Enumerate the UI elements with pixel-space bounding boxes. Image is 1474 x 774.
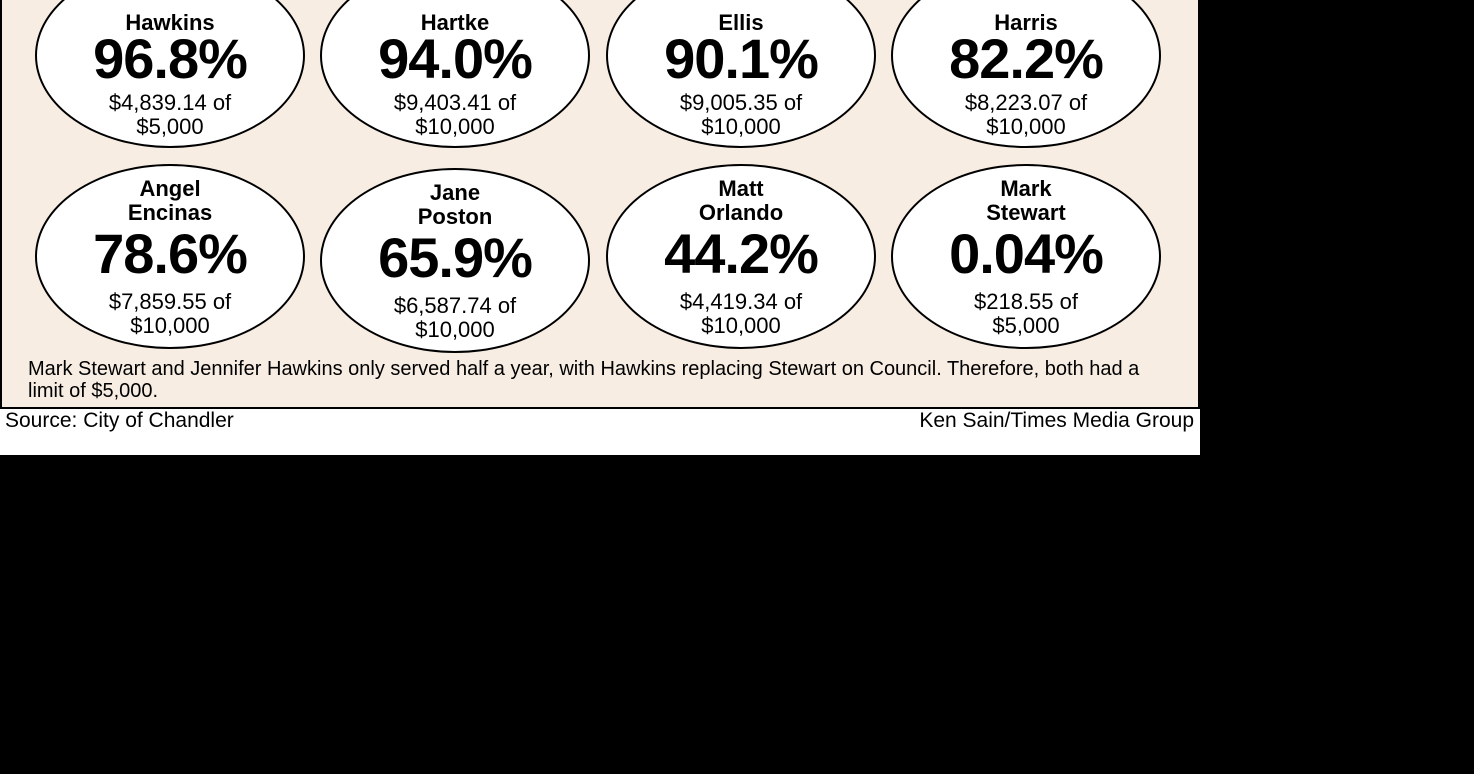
oval-stewart: Mark Stewart 0.04% $218.55 of $5,000 [891, 164, 1161, 349]
footnote: Mark Stewart and Jennifer Hawkins only s… [28, 358, 1140, 402]
amount-value: $6,587.74 of $10,000 [322, 294, 588, 342]
member-name: Hawkins [37, 11, 303, 35]
amount-spent: $7,859.55 of [108, 289, 232, 314]
member-name: Harris [893, 11, 1159, 35]
amount-value: $7,859.55 of $10,000 [37, 290, 303, 338]
member-name: Angel Encinas [37, 177, 303, 225]
member-name-line: Stewart [986, 200, 1066, 225]
oval-hartke: Hartke 94.0% $9,403.41 of $10,000 [320, 0, 590, 148]
member-name: Hartke [322, 11, 588, 35]
percent-value: 94.0% [378, 27, 533, 90]
amount-spent: $4,419.34 of [679, 289, 803, 314]
amount-limit: $10,000 [701, 313, 781, 338]
oval-poston: Jane Poston 65.9% $6,587.74 of $10,000 [320, 168, 590, 353]
infographic-panel: Hawkins 96.8% $4,839.14 of $5,000 Hartke… [0, 0, 1200, 409]
oval-ellis: Ellis 90.1% $9,005.35 of $10,000 [606, 0, 876, 148]
percent-value: 78.6% [93, 222, 248, 285]
percent-value: 44.2% [664, 222, 819, 285]
amount-spent: $9,005.35 of [679, 90, 803, 115]
percent-value: 65.9% [378, 226, 533, 289]
member-name: Ellis [608, 11, 874, 35]
member-name-line: Harris [994, 10, 1058, 35]
amount-limit: $10,000 [130, 313, 210, 338]
member-name: Matt Orlando [608, 177, 874, 225]
member-name-line: Encinas [127, 200, 213, 225]
member-name: Mark Stewart [893, 177, 1159, 225]
source-credit: Source: City of Chandler [5, 409, 234, 432]
percent-value: 82.2% [949, 27, 1104, 90]
percent-value: 96.8% [93, 27, 248, 90]
member-name-line: Hartke [420, 10, 490, 35]
member-name-line: Hawkins [125, 10, 215, 35]
percent-value: 0.04% [949, 222, 1104, 285]
amount-limit: $5,000 [136, 114, 204, 139]
amount-value: $4,839.14 of $5,000 [37, 91, 303, 139]
member-name-line: Angel [139, 176, 201, 201]
amount-limit: $10,000 [701, 114, 781, 139]
amount-spent: $6,587.74 of [393, 293, 517, 318]
oval-encinas: Angel Encinas 78.6% $7,859.55 of $10,000 [35, 164, 305, 349]
amount-spent: $8,223.07 of [964, 90, 1088, 115]
percent-value: 90.1% [664, 27, 819, 90]
amount-limit: $10,000 [415, 317, 495, 342]
amount-value: $9,005.35 of $10,000 [608, 91, 874, 139]
amount-spent: $218.55 of [974, 289, 1078, 314]
member-name: Jane Poston [322, 181, 588, 229]
oval-harris: Harris 82.2% $8,223.07 of $10,000 [891, 0, 1161, 148]
member-name-line: Poston [417, 204, 493, 229]
infographic: Hawkins 96.8% $4,839.14 of $5,000 Hartke… [0, 0, 1200, 455]
amount-value: $8,223.07 of $10,000 [893, 91, 1159, 139]
amount-value: $9,403.41 of $10,000 [322, 91, 588, 139]
amount-limit: $10,000 [986, 114, 1066, 139]
member-name-line: Orlando [698, 200, 784, 225]
amount-limit: $5,000 [992, 313, 1060, 338]
amount-spent: $9,403.41 of [393, 90, 517, 115]
amount-limit: $10,000 [415, 114, 495, 139]
oval-hawkins: Hawkins 96.8% $4,839.14 of $5,000 [35, 0, 305, 148]
member-name-line: Matt [718, 176, 764, 201]
amount-value: $218.55 of $5,000 [893, 290, 1159, 338]
author-credit: Ken Sain/Times Media Group [919, 409, 1194, 432]
member-name-line: Jane [429, 180, 481, 205]
amount-value: $4,419.34 of $10,000 [608, 290, 874, 338]
member-name-line: Mark [1000, 176, 1052, 201]
amount-spent: $4,839.14 of [108, 90, 232, 115]
member-name-line: Ellis [718, 10, 764, 35]
oval-orlando: Matt Orlando 44.2% $4,419.34 of $10,000 [606, 164, 876, 349]
